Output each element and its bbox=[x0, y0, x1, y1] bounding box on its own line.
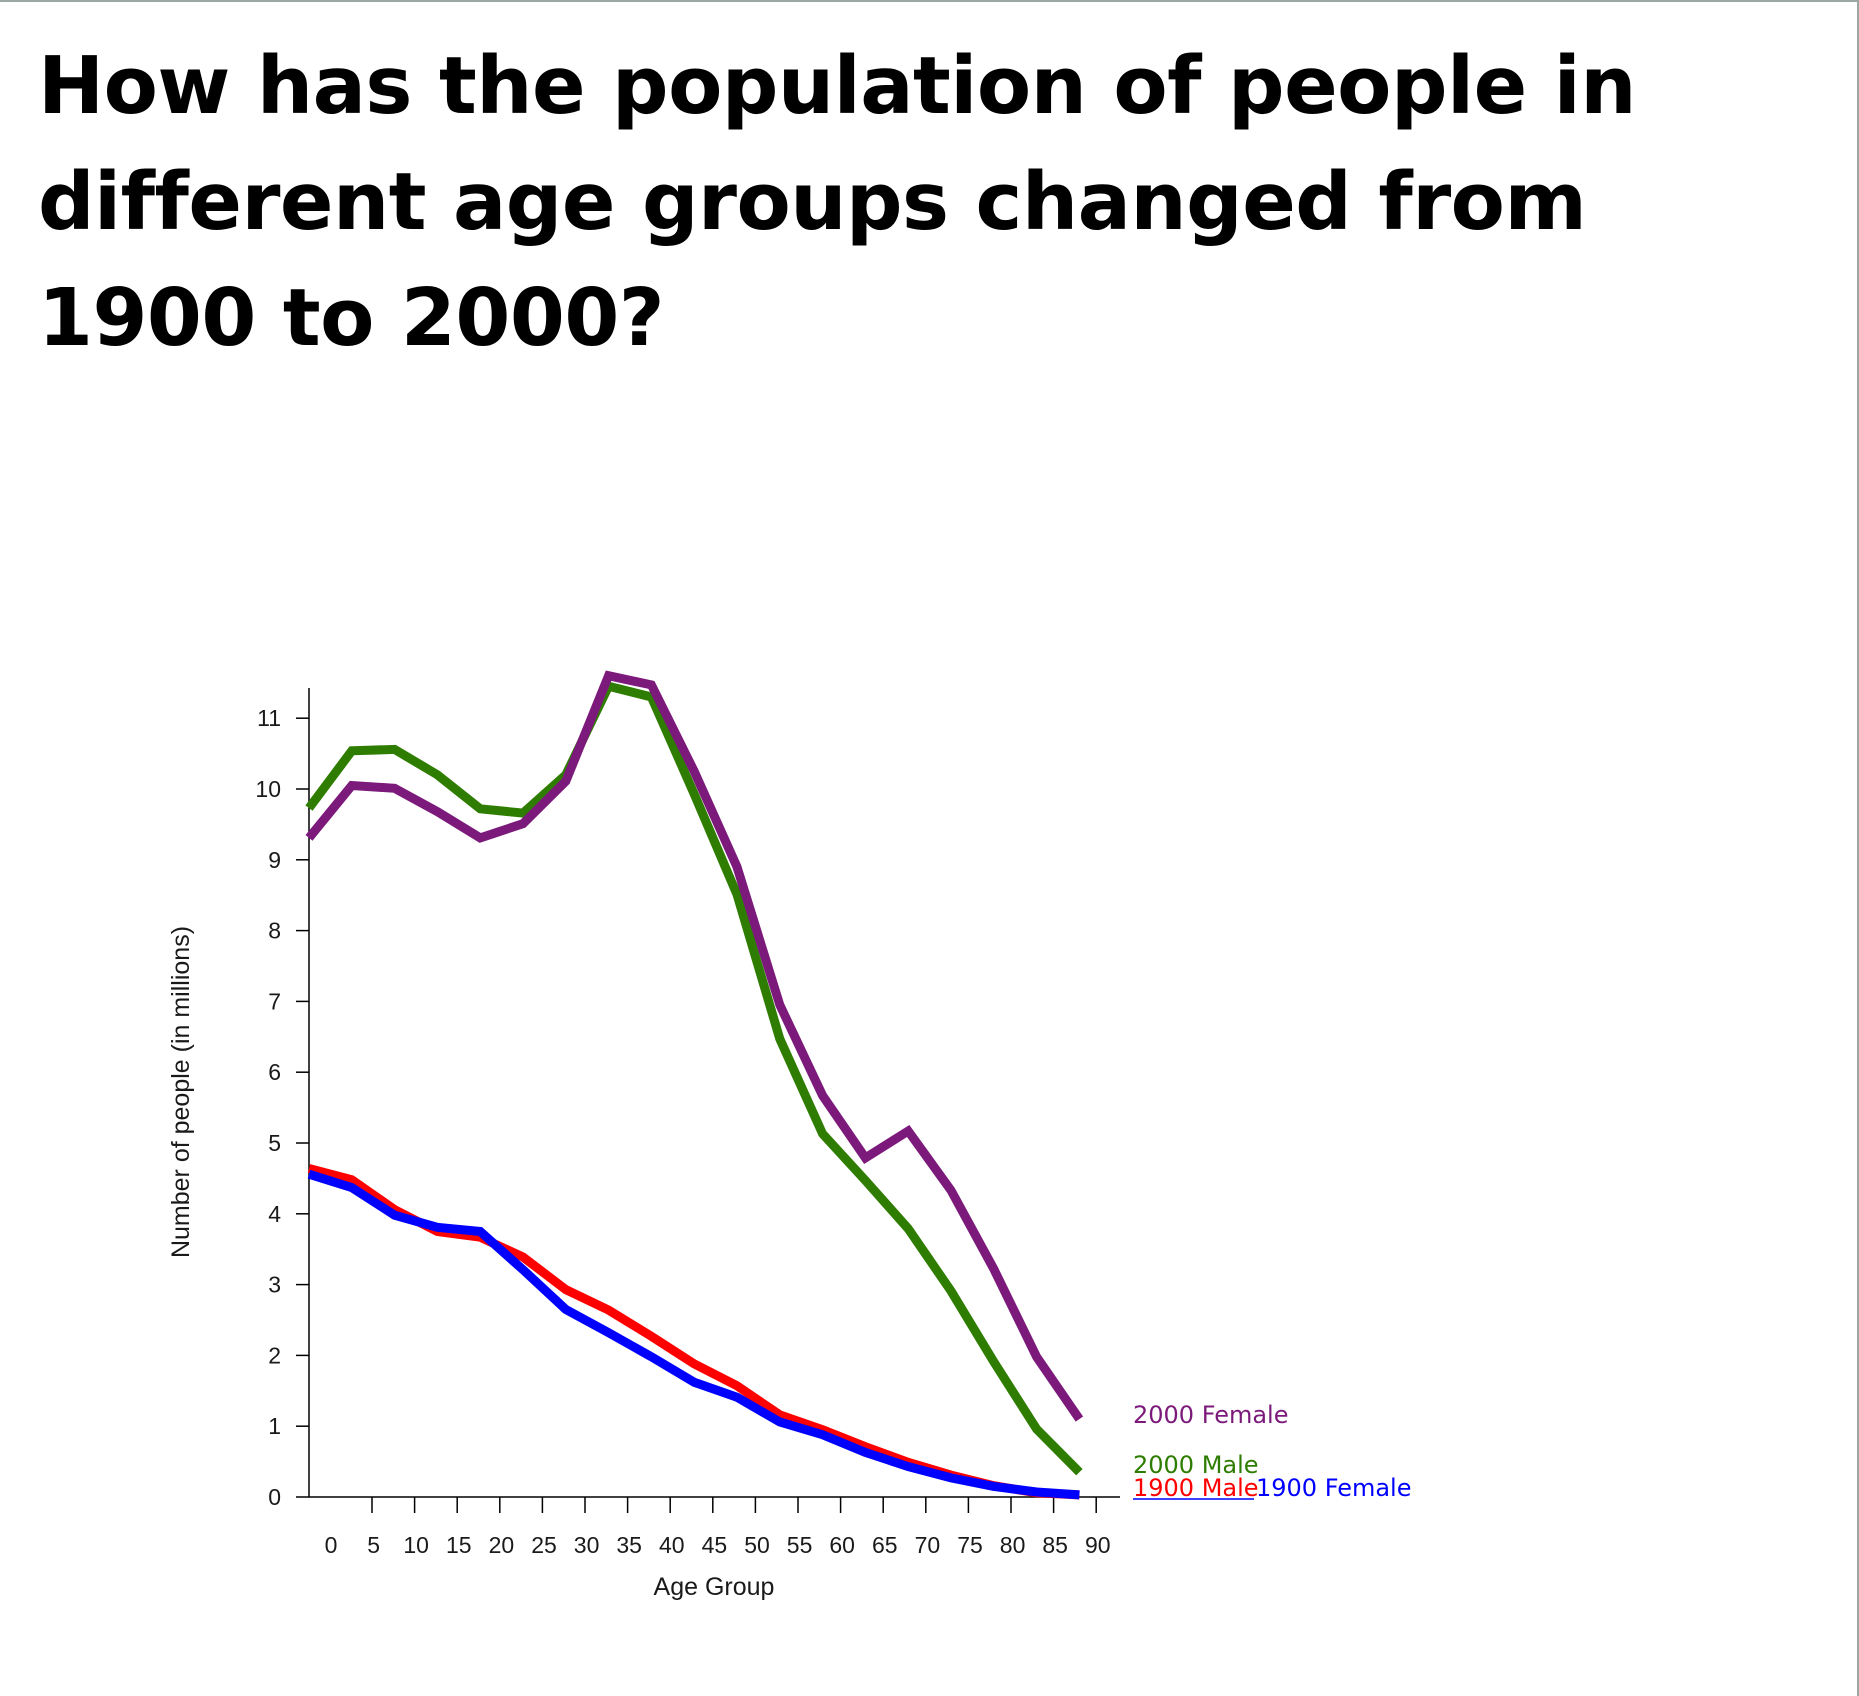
y-tick-label-0: 0 bbox=[268, 1484, 281, 1510]
x-tick-label-25: 25 bbox=[531, 1532, 557, 1558]
y-tick-label-1: 1 bbox=[268, 1413, 281, 1439]
x-tick-label-75: 75 bbox=[957, 1532, 983, 1558]
x-tick-label-15: 15 bbox=[446, 1532, 472, 1558]
y-tick-label-4: 4 bbox=[268, 1201, 281, 1227]
x-tick-label-20: 20 bbox=[489, 1532, 515, 1558]
x-tick-label-40: 40 bbox=[659, 1532, 685, 1558]
x-axis: 0 5 10 15 20 25 30 35 40 45 50 55 60 65 70 75 80 85 90 bbox=[309, 1496, 1120, 1558]
series-label-1900-female: 1900 Female bbox=[1256, 1474, 1411, 1502]
x-tick-label-10: 10 bbox=[403, 1532, 429, 1558]
x-tick-label-35: 35 bbox=[616, 1532, 642, 1558]
page-title: How has the population of people in diff… bbox=[38, 40, 1637, 364]
x-tick-label-0: 0 bbox=[325, 1532, 338, 1558]
y-axis-title: Number of people (in millions) bbox=[167, 926, 195, 1258]
x-tick-label-60: 60 bbox=[829, 1532, 855, 1558]
x-tick-label-30: 30 bbox=[574, 1532, 600, 1558]
y-tick-label-6: 6 bbox=[268, 1059, 281, 1085]
series-line-2000-male bbox=[305, 681, 1083, 1476]
y-tick-label-7: 7 bbox=[268, 988, 281, 1014]
x-tick-label-70: 70 bbox=[915, 1532, 941, 1558]
x-tick-label-85: 85 bbox=[1042, 1532, 1068, 1558]
series-label-2000-female: 2000 Female bbox=[1133, 1401, 1288, 1429]
y-tick-label-2: 2 bbox=[268, 1342, 281, 1368]
series-line-1900-female bbox=[307, 1169, 1080, 1500]
x-axis-ticks: 0 5 10 15 20 25 30 35 40 45 50 55 60 65 70 75 80 85 90 bbox=[325, 1497, 1111, 1558]
series-labels: 2000 Female 2000 Male 1900 Male 1900 Fem… bbox=[1133, 1401, 1411, 1502]
series-line-2000-female bbox=[305, 670, 1084, 1422]
y-tick-label-10: 10 bbox=[255, 776, 281, 802]
x-tick-label-45: 45 bbox=[702, 1532, 728, 1558]
y-tick-label-11: 11 bbox=[257, 705, 281, 731]
x-tick-label-50: 50 bbox=[744, 1532, 770, 1558]
y-tick-label-5: 5 bbox=[268, 1130, 281, 1156]
y-axis-ticks: 0 1 2 3 4 5 6 7 8 9 10 11 bbox=[255, 705, 309, 1510]
y-tick-label-3: 3 bbox=[268, 1272, 281, 1298]
x-axis-title: Age Group bbox=[654, 1573, 775, 1601]
x-tick-label-5: 5 bbox=[367, 1532, 380, 1558]
series-lines bbox=[305, 670, 1084, 1500]
x-tick-label-55: 55 bbox=[787, 1532, 813, 1558]
x-tick-label-65: 65 bbox=[872, 1532, 898, 1558]
x-tick-label-80: 80 bbox=[1000, 1532, 1026, 1558]
x-tick-label-90: 90 bbox=[1085, 1532, 1111, 1558]
series-label-1900-male: 1900 Male bbox=[1133, 1474, 1259, 1502]
y-tick-label-8: 8 bbox=[268, 918, 281, 944]
series-label-2000-male: 2000 Male bbox=[1133, 1451, 1259, 1479]
y-tick-label-9: 9 bbox=[268, 847, 281, 873]
y-axis: 0 1 2 3 4 5 6 7 8 9 10 11 bbox=[255, 688, 310, 1510]
